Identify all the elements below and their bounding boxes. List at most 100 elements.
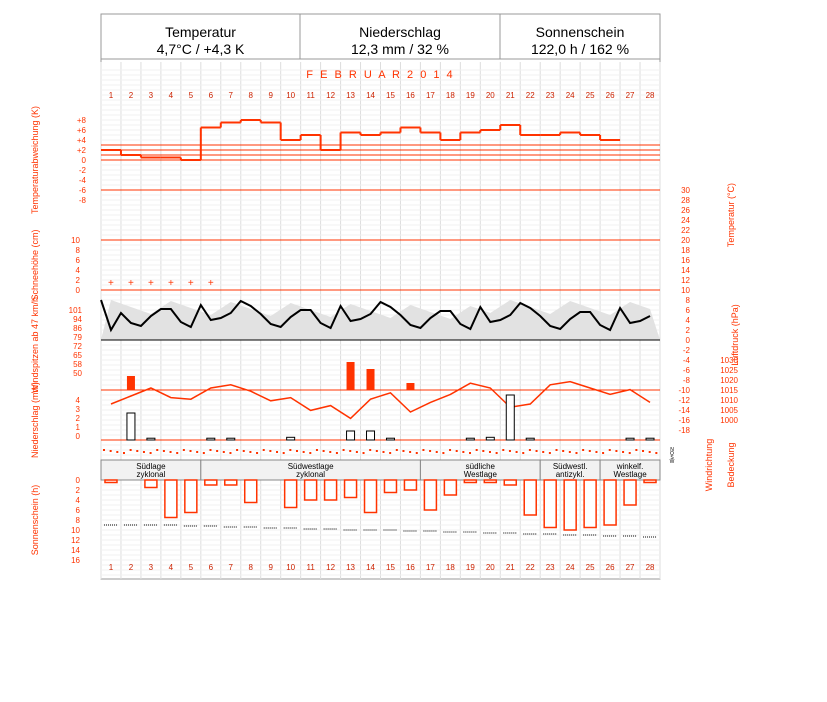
pressure-tick: 1025	[720, 366, 738, 375]
wind-direction-dot	[229, 452, 232, 454]
wind-direction-tick: N	[670, 447, 674, 453]
wind-direction-dot	[242, 450, 245, 452]
wind-direction-dot	[355, 451, 358, 453]
day-label-top: 20	[486, 91, 495, 100]
sunshine-tick: 6	[76, 506, 81, 515]
day-label-bottom: 1	[109, 563, 114, 572]
sunshine-bar	[523, 479, 537, 516]
wind-direction-dot	[196, 451, 199, 453]
precip-bar	[465, 437, 475, 441]
day-label-top: 26	[606, 91, 615, 100]
pressure-tick: 1005	[720, 406, 738, 415]
wind-gust-bar	[126, 376, 135, 390]
wind-direction-dot	[535, 450, 538, 452]
wind-direction-dot	[415, 452, 418, 454]
temperature-tick: 14	[681, 266, 690, 275]
temperature-tick: 30	[681, 186, 690, 195]
wind-direction-dot	[542, 451, 545, 453]
sunshine-bar	[164, 479, 178, 519]
wind-direction-dot	[276, 451, 279, 453]
day-label-bottom: 14	[366, 563, 375, 572]
wind-direction-dot	[209, 449, 212, 451]
wind-direction-dot	[449, 449, 452, 451]
sunshine-bar	[603, 479, 617, 526]
precip-bar	[126, 412, 136, 441]
wind-direction-dot	[182, 449, 185, 451]
wind-direction-ylabel: Windrichtung	[704, 439, 714, 492]
header-temperature-value: 4,7°C / +4,3 K	[156, 41, 245, 57]
day-label-bottom: 27	[626, 563, 635, 572]
wind-direction-dot	[582, 449, 585, 451]
precip-bar	[366, 430, 376, 441]
precip-bar	[226, 437, 236, 441]
sunshine-bar	[463, 479, 478, 484]
sunshine-bar	[383, 479, 398, 494]
wind-direction-dot	[462, 451, 465, 453]
wind-direction-dot	[375, 450, 378, 452]
day-label-bottom: 8	[249, 563, 254, 572]
day-label-bottom: 2	[129, 563, 134, 572]
temperature-tick: -12	[678, 396, 690, 405]
pressure-line	[110, 380, 651, 420]
wind-tick: 50	[73, 369, 82, 378]
wind-direction-dot	[349, 450, 352, 452]
temperature-tick: 10	[681, 286, 690, 295]
wind-gust-bar	[406, 383, 415, 390]
weather-type-label: südliche	[466, 462, 496, 471]
header-precipitation-value: 12,3 mm / 32 %	[350, 41, 450, 57]
snow-ylabel: Schneehöhe (cm)	[30, 229, 40, 300]
day-label-top: 10	[286, 91, 295, 100]
sunshine-tick: 0	[76, 476, 81, 485]
day-label-top: 17	[426, 91, 435, 100]
precip-bar	[206, 437, 216, 441]
day-label-top: 13	[346, 91, 355, 100]
wind-direction-dot	[216, 450, 219, 452]
precip-bar	[146, 437, 156, 441]
wind-direction-dot	[422, 449, 425, 451]
day-label-bottom: 15	[386, 563, 395, 572]
wind-direction-dot	[315, 449, 318, 451]
wind-direction-dot	[189, 450, 192, 452]
sunshine-bar	[503, 479, 518, 486]
temperature-tick: 4	[686, 316, 691, 325]
wind-tick: 101	[69, 306, 83, 315]
day-label-top: 9	[268, 91, 273, 100]
sunshine-bar	[303, 479, 318, 501]
temp-anomaly-tick: +2	[77, 146, 87, 155]
sunshine-bar	[323, 479, 338, 501]
sunshine-tick: 14	[71, 546, 80, 555]
wind-direction-dot	[202, 452, 205, 454]
day-label-bottom: 24	[566, 563, 575, 572]
wind-direction-dot	[322, 450, 325, 452]
temp-anomaly-tick: +8	[77, 116, 87, 125]
day-label-top: 19	[466, 91, 475, 100]
day-label-bottom: 11	[306, 563, 315, 572]
day-label-top: 14	[366, 91, 375, 100]
temp-anomaly-tick: +4	[77, 136, 87, 145]
wind-direction-dot	[122, 452, 125, 454]
day-label-top: 27	[626, 91, 635, 100]
wind-direction-dot	[136, 450, 139, 452]
pressure-tick: 1000	[720, 416, 738, 425]
wind-direction-dot	[622, 451, 625, 453]
wind-direction-dot	[342, 449, 345, 451]
snow-mark: +	[188, 278, 194, 289]
sunshine-bar	[443, 479, 458, 496]
day-label-top: 11	[306, 91, 315, 100]
day-label-top: 2	[129, 91, 134, 100]
pressure-tick: 1015	[720, 386, 738, 395]
day-label-top: 4	[169, 91, 174, 100]
header-sunshine-label: Sonnenschein	[535, 24, 625, 40]
day-label-top: 23	[546, 91, 555, 100]
temp-anomaly-ylabel: Temperaturabweichung (K)	[30, 106, 40, 214]
header-temperature-label: Temperatur	[165, 24, 236, 40]
day-label-top: 15	[386, 91, 395, 100]
day-label-bottom: 23	[546, 563, 555, 572]
wind-direction-dot	[262, 449, 265, 451]
day-label-top: 28	[646, 91, 655, 100]
pressure-range-area	[101, 300, 660, 340]
wind-direction-dot	[335, 452, 338, 454]
snow-mark: +	[128, 278, 134, 289]
weather-type-label: Südwestl.	[553, 462, 588, 471]
